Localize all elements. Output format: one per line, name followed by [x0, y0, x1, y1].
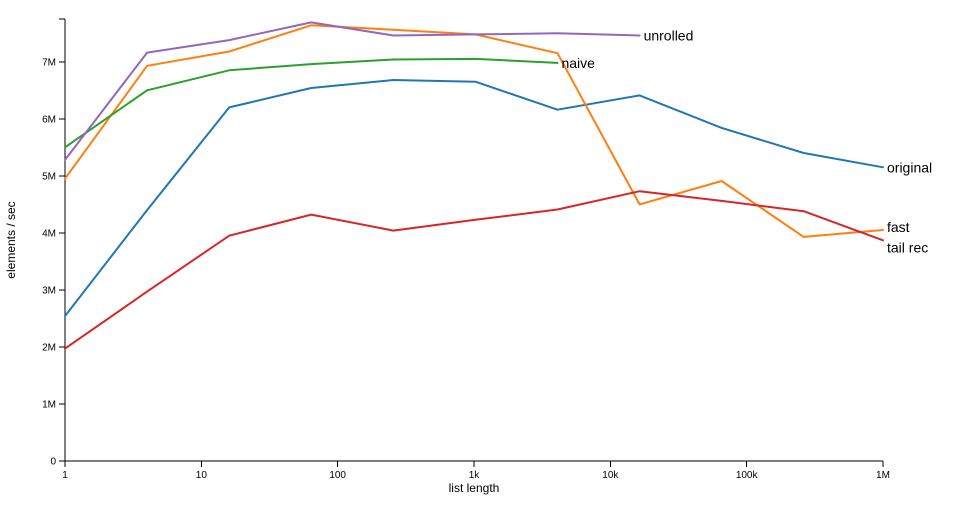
x-tick-label: 1: [62, 470, 68, 481]
y-tick-label: 7M: [42, 57, 56, 68]
series-label-original: original: [887, 159, 932, 175]
y-tick-label: 2M: [42, 342, 56, 353]
series-label-unrolled: unrolled: [644, 28, 694, 44]
x-tick-label: 10: [196, 470, 208, 481]
series-line-naive: [64, 57, 559, 149]
y-tick-label: 4M: [42, 228, 56, 239]
y-tick-label: 3M: [42, 285, 56, 296]
series-labels: original fast naive tail rec unrolled: [561, 28, 932, 256]
y-tick-label: 5M: [42, 171, 56, 182]
y-tick-label: 6M: [42, 114, 56, 125]
y-tick-label: 0: [50, 457, 56, 468]
series-line-original: [64, 79, 884, 318]
x-tick-label: 100k: [736, 470, 759, 481]
x-axis: 1 10 100 1k 10k 100k 1M: [62, 460, 890, 481]
x-tick-label: 1k: [469, 470, 481, 481]
series-lines: [64, 21, 884, 350]
y-tick-label: 1M: [42, 399, 56, 410]
x-tick-label: 1M: [876, 470, 890, 481]
x-axis-title: list length: [449, 481, 500, 495]
series-label-naive: naive: [561, 55, 595, 71]
x-tick-label: 10k: [602, 470, 619, 481]
series-line-tail-rec: [64, 190, 884, 350]
series-label-tail-rec: tail rec: [887, 239, 928, 255]
series-label-fast: fast: [887, 219, 910, 235]
series-line-unrolled: [64, 21, 641, 161]
y-axis-title: elements / sec: [4, 201, 18, 278]
x-tick-label: 100: [329, 470, 346, 481]
y-axis: 0 1M 2M 3M 4M 5M 6M 7M: [42, 18, 66, 468]
